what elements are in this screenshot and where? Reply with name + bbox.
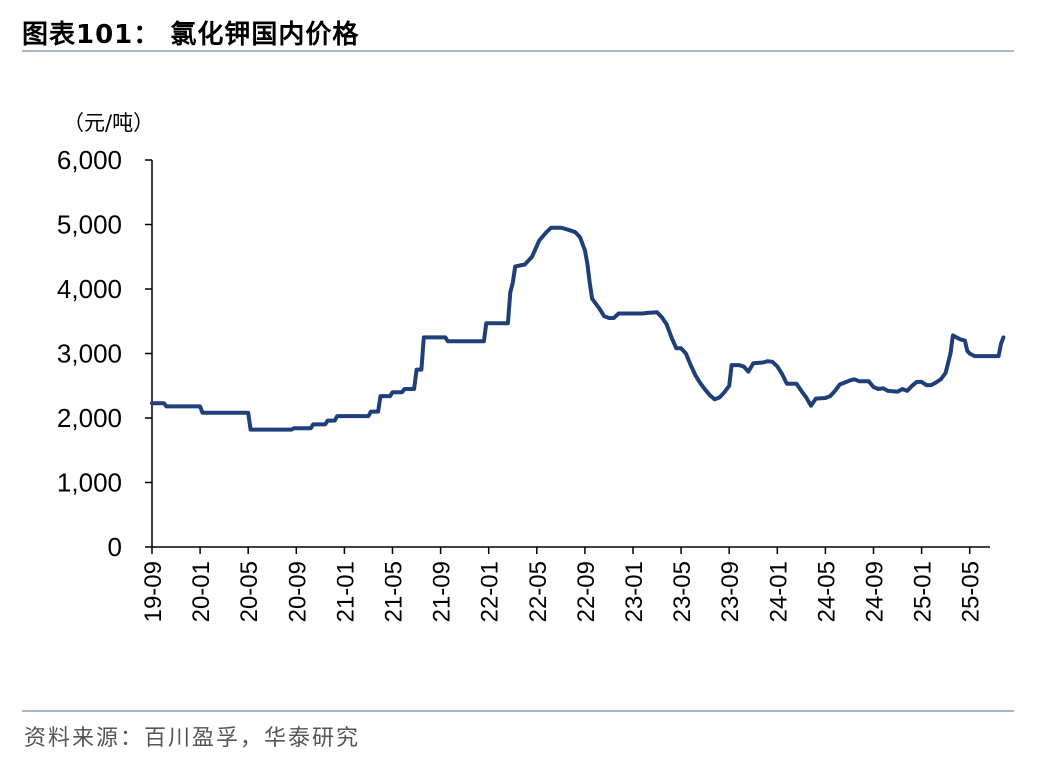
x-tick-label: 24-09 xyxy=(862,561,889,622)
y-tick-label: 2,000 xyxy=(57,403,122,433)
x-tick-labels: 19-09 20-01 20-05 20-09 21-01 21-05 21-09 22-01… xyxy=(140,561,985,622)
x-tick-label: 19-09 xyxy=(140,561,167,622)
x-tick-label: 20-01 xyxy=(188,561,215,622)
x-tick-label: 25-01 xyxy=(910,561,937,622)
x-tick-label: 24-01 xyxy=(765,561,792,622)
source-note: 资料来源：百川盈孚，华泰研究 xyxy=(24,726,361,751)
x-tick-label: 22-09 xyxy=(573,561,600,622)
x-tick-label: 23-01 xyxy=(621,561,648,622)
x-tick-label: 22-05 xyxy=(525,561,552,622)
line-chart: （元/吨） 0 1,000 2,000 3,000 4,000 5,000 6,000 19… xyxy=(57,111,1006,622)
y-tick-label: 4,000 xyxy=(57,274,122,304)
x-tick-label: 23-05 xyxy=(669,561,696,622)
x-tick-label: 21-09 xyxy=(429,561,456,622)
y-tick-label: 5,000 xyxy=(57,210,122,240)
x-tick-label: 23-09 xyxy=(717,561,744,622)
x-tick-label: 24-05 xyxy=(813,561,840,622)
chart-title: 图表101： 氯化钾国内价格 xyxy=(22,20,360,50)
title-divider xyxy=(22,50,1014,52)
y-tick-label: 6,000 xyxy=(57,145,122,175)
y-axis-unit-label: （元/吨） xyxy=(63,111,154,135)
source-divider xyxy=(22,710,1014,712)
x-tick-label: 21-05 xyxy=(381,561,408,622)
x-tick-label: 20-09 xyxy=(284,561,311,622)
x-tick-label: 25-05 xyxy=(958,561,985,622)
y-tick-labels: 0 1,000 2,000 3,000 4,000 5,000 6,000 xyxy=(57,145,122,562)
y-tick-label: 1,000 xyxy=(57,468,122,498)
x-tick-label: 22-01 xyxy=(477,561,504,622)
y-tick-label: 0 xyxy=(108,532,122,562)
chart-axes xyxy=(145,159,990,554)
y-tick-label: 3,000 xyxy=(57,339,122,369)
x-tick-label: 20-05 xyxy=(236,561,263,622)
price-series-line xyxy=(150,225,1006,432)
x-tick-label: 21-01 xyxy=(332,561,359,622)
